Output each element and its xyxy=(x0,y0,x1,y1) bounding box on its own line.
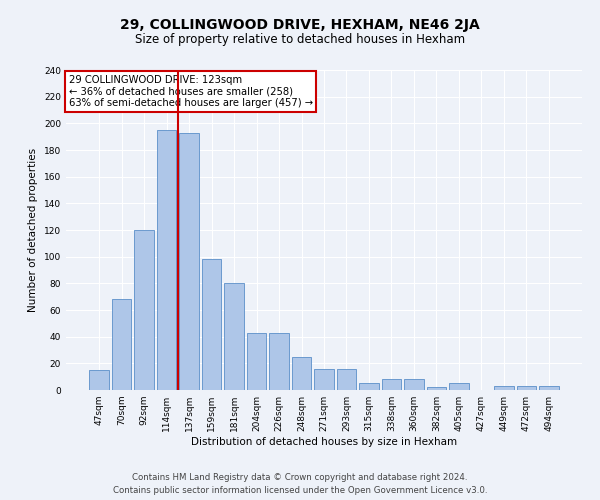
Bar xyxy=(404,380,424,390)
Text: Size of property relative to detached houses in Hexham: Size of property relative to detached ho… xyxy=(135,32,465,46)
Bar xyxy=(314,368,334,390)
Bar xyxy=(202,260,221,390)
Bar xyxy=(517,386,536,390)
Bar xyxy=(134,230,154,390)
X-axis label: Distribution of detached houses by size in Hexham: Distribution of detached houses by size … xyxy=(191,437,457,447)
Bar xyxy=(269,332,289,390)
Bar xyxy=(179,132,199,390)
Text: Contains HM Land Registry data © Crown copyright and database right 2024.
Contai: Contains HM Land Registry data © Crown c… xyxy=(113,474,487,495)
Bar xyxy=(539,386,559,390)
Text: 29, COLLINGWOOD DRIVE, HEXHAM, NE46 2JA: 29, COLLINGWOOD DRIVE, HEXHAM, NE46 2JA xyxy=(120,18,480,32)
Text: 29 COLLINGWOOD DRIVE: 123sqm
← 36% of detached houses are smaller (258)
63% of s: 29 COLLINGWOOD DRIVE: 123sqm ← 36% of de… xyxy=(68,75,313,108)
Bar xyxy=(359,384,379,390)
Bar xyxy=(112,300,131,390)
Bar xyxy=(449,384,469,390)
Bar xyxy=(292,356,311,390)
Bar xyxy=(224,284,244,390)
Y-axis label: Number of detached properties: Number of detached properties xyxy=(28,148,38,312)
Bar xyxy=(89,370,109,390)
Bar xyxy=(494,386,514,390)
Bar xyxy=(337,368,356,390)
Bar xyxy=(157,130,176,390)
Bar xyxy=(427,388,446,390)
Bar xyxy=(382,380,401,390)
Bar xyxy=(247,332,266,390)
